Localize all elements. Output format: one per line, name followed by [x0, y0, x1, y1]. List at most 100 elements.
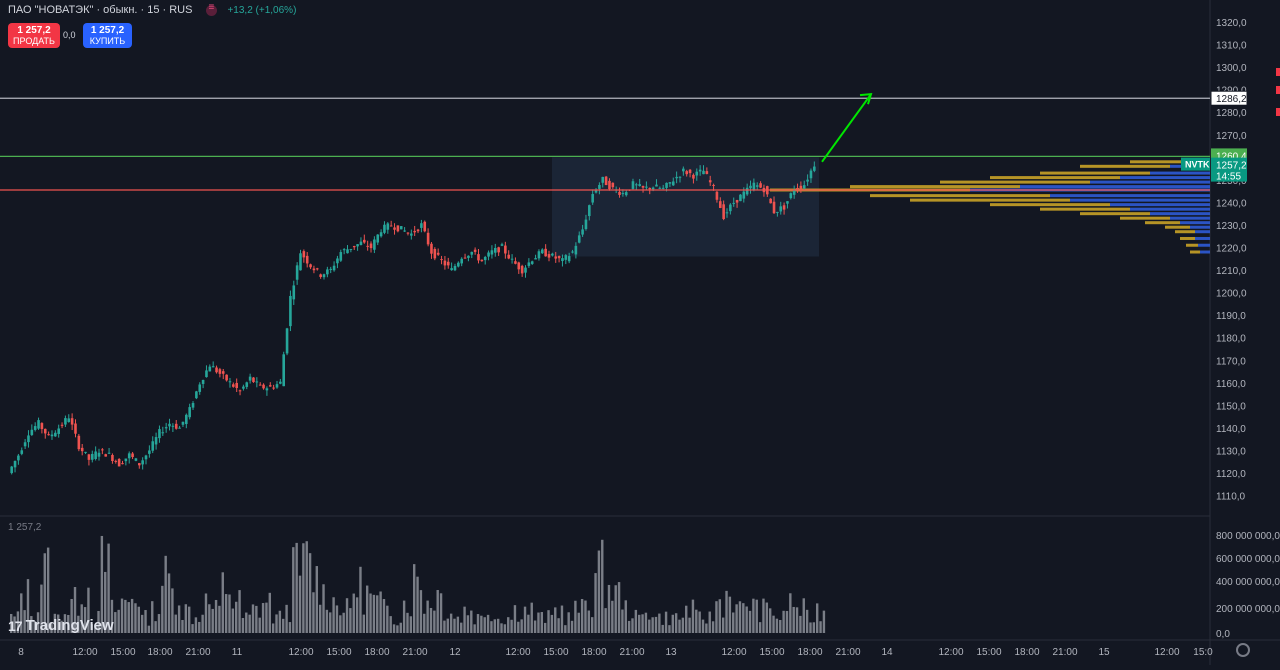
- candle-body[interactable]: [191, 403, 195, 408]
- candle-body[interactable]: [517, 262, 521, 270]
- candle-body[interactable]: [416, 229, 420, 232]
- candle-body[interactable]: [584, 219, 588, 230]
- candle-body[interactable]: [410, 233, 413, 236]
- candle-body[interactable]: [698, 169, 702, 172]
- candle-body[interactable]: [329, 268, 333, 270]
- candle-body[interactable]: [668, 182, 672, 184]
- candle-body[interactable]: [148, 450, 151, 454]
- candle-body[interactable]: [90, 453, 94, 460]
- candle-body[interactable]: [188, 407, 191, 418]
- candle-body[interactable]: [715, 191, 719, 200]
- candle-body[interactable]: [813, 166, 816, 171]
- candle-body[interactable]: [537, 251, 541, 259]
- candle-body[interactable]: [577, 235, 581, 243]
- candle-body[interactable]: [121, 463, 124, 465]
- alert-marker[interactable]: [1276, 68, 1280, 76]
- candle-body[interactable]: [299, 253, 302, 271]
- candle-body[interactable]: [742, 191, 746, 199]
- candle-body[interactable]: [571, 251, 574, 253]
- candle-body[interactable]: [729, 204, 732, 212]
- candle-body[interactable]: [470, 251, 474, 255]
- candle-body[interactable]: [463, 257, 467, 259]
- candle-body[interactable]: [359, 241, 363, 245]
- candle-body[interactable]: [164, 427, 168, 429]
- candle-body[interactable]: [420, 223, 423, 228]
- candle-body[interactable]: [13, 460, 17, 468]
- candle-body[interactable]: [514, 261, 517, 264]
- candle-body[interactable]: [74, 423, 77, 434]
- alert-marker[interactable]: [1276, 108, 1280, 116]
- candle-body[interactable]: [238, 390, 242, 392]
- candle-body[interactable]: [30, 429, 34, 435]
- candle-body[interactable]: [137, 463, 141, 466]
- candle-body[interactable]: [396, 225, 400, 232]
- candle-body[interactable]: [661, 187, 665, 189]
- candle-body[interactable]: [97, 452, 101, 457]
- candle-body[interactable]: [107, 452, 111, 454]
- target-arrow[interactable]: [821, 93, 872, 163]
- candle-body[interactable]: [342, 249, 346, 251]
- candle-body[interactable]: [638, 184, 641, 187]
- candle-body[interactable]: [54, 432, 57, 437]
- candle-body[interactable]: [369, 243, 373, 249]
- candle-body[interactable]: [376, 234, 380, 243]
- candle-body[interactable]: [67, 418, 71, 422]
- candle-body[interactable]: [262, 384, 265, 389]
- candle-body[interactable]: [70, 418, 74, 425]
- candle-body[interactable]: [567, 256, 571, 262]
- candle-body[interactable]: [315, 268, 319, 270]
- candle-body[interactable]: [561, 258, 564, 262]
- candle-body[interactable]: [37, 420, 40, 429]
- candle-body[interactable]: [692, 174, 695, 179]
- candle-body[interactable]: [621, 193, 625, 195]
- candle-body[interactable]: [480, 259, 484, 262]
- candle-body[interactable]: [235, 382, 238, 389]
- candle-body[interactable]: [705, 171, 709, 174]
- candle-body[interactable]: [782, 205, 786, 210]
- candle-body[interactable]: [510, 258, 514, 260]
- candle-body[interactable]: [678, 176, 682, 178]
- candle-body[interactable]: [776, 211, 779, 213]
- candle-body[interactable]: [77, 435, 81, 450]
- candle-body[interactable]: [695, 171, 699, 176]
- candle-body[interactable]: [557, 256, 561, 259]
- candle-body[interactable]: [440, 259, 443, 261]
- candle-body[interactable]: [648, 187, 652, 190]
- candle-body[interactable]: [319, 274, 322, 277]
- candle-body[interactable]: [101, 449, 104, 451]
- candle-body[interactable]: [124, 458, 128, 462]
- candle-body[interactable]: [399, 226, 403, 230]
- candle-body[interactable]: [755, 185, 759, 187]
- candle-body[interactable]: [195, 391, 198, 399]
- candle-body[interactable]: [702, 170, 705, 175]
- candle-body[interactable]: [467, 255, 470, 258]
- alert-marker[interactable]: [1276, 86, 1280, 94]
- candle-body[interactable]: [57, 428, 60, 434]
- candle-body[interactable]: [27, 435, 30, 443]
- candle-body[interactable]: [218, 369, 222, 374]
- candle-body[interactable]: [23, 442, 27, 447]
- candle-body[interactable]: [675, 176, 678, 179]
- candle-body[interactable]: [473, 249, 477, 252]
- candle-body[interactable]: [598, 184, 601, 189]
- candle-body[interactable]: [279, 381, 282, 384]
- candle-body[interactable]: [530, 261, 534, 264]
- candle-body[interactable]: [144, 455, 148, 460]
- candle-body[interactable]: [588, 205, 591, 217]
- candle-body[interactable]: [158, 429, 161, 439]
- candle-body[interactable]: [252, 377, 255, 383]
- candle-body[interactable]: [540, 249, 544, 254]
- candle-body[interactable]: [722, 204, 725, 219]
- candle-body[interactable]: [520, 265, 524, 274]
- candle-body[interactable]: [312, 268, 316, 271]
- candle-body[interactable]: [527, 262, 531, 266]
- candle-body[interactable]: [80, 447, 84, 452]
- candle-body[interactable]: [645, 186, 648, 188]
- candle-body[interactable]: [594, 190, 598, 193]
- candle-body[interactable]: [40, 423, 44, 430]
- candle-body[interactable]: [611, 182, 615, 188]
- candle-body[interactable]: [289, 295, 292, 327]
- candle-body[interactable]: [618, 191, 621, 195]
- candle-body[interactable]: [43, 428, 47, 434]
- candle-body[interactable]: [275, 384, 279, 388]
